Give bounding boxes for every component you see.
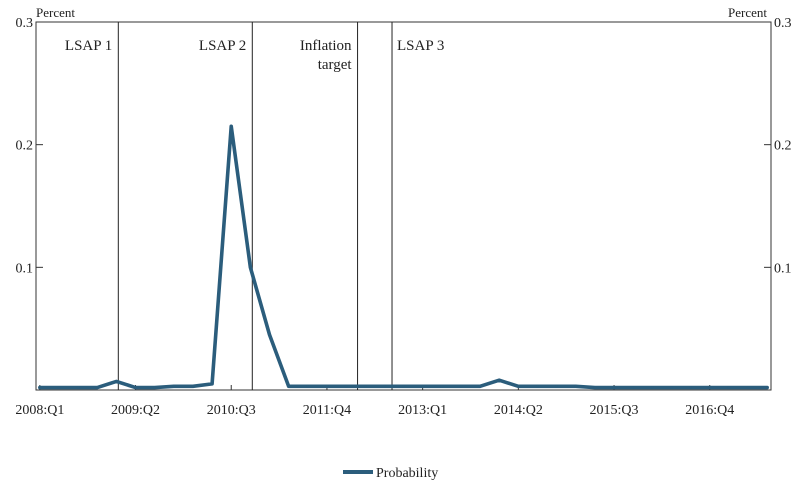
data-point <box>689 386 693 389</box>
y-tick-label-right: 0.3 <box>774 16 792 31</box>
data-point <box>344 384 348 388</box>
data-point <box>95 386 99 389</box>
x-tick-label: 2016:Q4 <box>685 403 734 418</box>
x-tick-label: 2013:Q1 <box>398 403 447 418</box>
data-point <box>459 384 463 388</box>
data-point <box>536 384 539 388</box>
event-label: LSAP 1 <box>65 38 112 54</box>
data-point <box>650 386 654 389</box>
data-point <box>593 386 597 389</box>
plot-frame <box>35 21 772 391</box>
data-point <box>421 384 425 388</box>
data-point <box>746 386 750 389</box>
x-tick-label: 2009:Q2 <box>111 403 160 418</box>
x-tick-label: 2008:Q1 <box>15 403 64 418</box>
legend: Probability <box>343 466 438 481</box>
event-label: target <box>318 57 353 73</box>
event-label: Inflation <box>300 38 352 54</box>
x-tick-label: 2015:Q3 <box>590 403 639 418</box>
data-point <box>268 333 271 337</box>
data-point <box>248 265 252 269</box>
y-tick-label-left: 0.2 <box>16 139 34 154</box>
y-tick-label-right: 0.1 <box>774 261 792 276</box>
data-point <box>727 386 731 389</box>
data-point <box>708 386 712 389</box>
data-point <box>478 384 482 388</box>
x-tick-label: 2010:Q3 <box>207 403 256 418</box>
y-tick-label-left: 0.3 <box>16 16 34 31</box>
data-point <box>631 386 635 389</box>
data-point <box>210 382 214 386</box>
data-point <box>516 384 520 388</box>
y-tick-label-right: 0.2 <box>774 139 792 154</box>
data-point <box>38 386 42 389</box>
data-point <box>382 384 386 388</box>
x-tick-label: 2011:Q4 <box>303 403 351 418</box>
data-point <box>172 384 176 388</box>
event-markers: LSAP 1 LSAP 2 Inflation target LSAP 3 <box>65 22 444 390</box>
data-point <box>134 386 137 389</box>
data-point <box>325 384 329 388</box>
event-label: LSAP 3 <box>397 38 444 54</box>
data-point <box>153 386 157 389</box>
data-point <box>57 386 61 389</box>
data-point <box>229 124 233 128</box>
series-layer <box>38 124 769 390</box>
data-point <box>574 384 578 388</box>
left-axis-unit: Percent <box>36 5 75 20</box>
right-axis-unit: Percent <box>728 5 767 20</box>
axis-ticks: 0.1 0.1 0.2 0.2 0.3 0.3 2008:Q1 2009:Q2 2010:Q3 2… <box>15 16 791 418</box>
y-tick-label-left: 0.1 <box>16 261 34 276</box>
x-tick-label: 2014:Q2 <box>494 403 543 418</box>
data-point <box>497 378 501 382</box>
data-point <box>612 386 616 389</box>
data-point <box>402 384 405 388</box>
data-point <box>114 380 118 383</box>
data-point <box>670 386 673 389</box>
data-point <box>363 384 367 388</box>
legend-label: Probability <box>376 466 438 481</box>
data-point <box>765 386 769 389</box>
data-point <box>287 384 291 388</box>
event-label: LSAP 2 <box>199 38 246 54</box>
data-point <box>191 384 195 388</box>
data-point <box>306 384 310 388</box>
probability-line <box>38 124 769 390</box>
data-point <box>440 384 444 388</box>
data-point <box>76 386 80 389</box>
data-point <box>555 384 559 388</box>
